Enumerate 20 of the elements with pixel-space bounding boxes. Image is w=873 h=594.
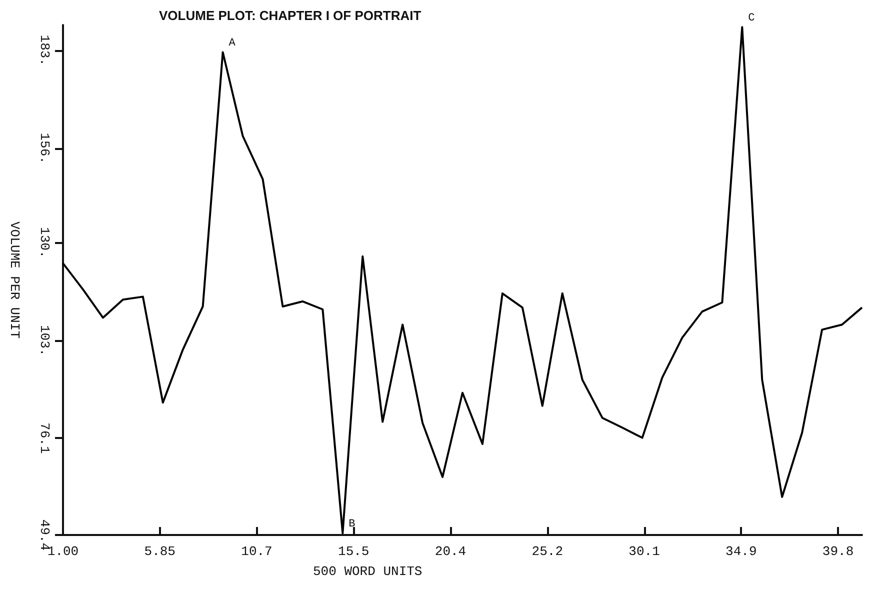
x-tick-label: 5.85: [144, 544, 176, 559]
x-tick-label: 30.1: [628, 544, 660, 559]
y-tick-label: 156.: [37, 132, 52, 164]
x-tick-label: 15.5: [338, 544, 370, 559]
x-tick-label: 20.4: [434, 544, 466, 559]
chart-title: VOLUME PLOT: CHAPTER I OF PORTRAIT: [159, 8, 422, 23]
y-tick-label: 103.: [37, 324, 52, 356]
x-tick-label: 34.9: [726, 544, 757, 559]
y-axis-title: VOLUME PER UNIT: [7, 221, 22, 339]
annotation: B: [348, 518, 356, 531]
annotation: A: [228, 38, 236, 50]
x-tick-label: 10.7: [241, 544, 272, 559]
x-axis-title: 500 WORD UNITS: [313, 564, 422, 579]
y-tick-label: 76.1: [37, 422, 52, 454]
y-tick-label: 130.: [37, 227, 52, 258]
x-tick-label: 25.2: [532, 544, 564, 559]
x-tick-label: 39.8: [822, 544, 854, 559]
annotation: C: [748, 12, 756, 25]
y-tick-label: 183.: [37, 34, 52, 66]
x-tick-label: 1.00: [47, 544, 79, 559]
